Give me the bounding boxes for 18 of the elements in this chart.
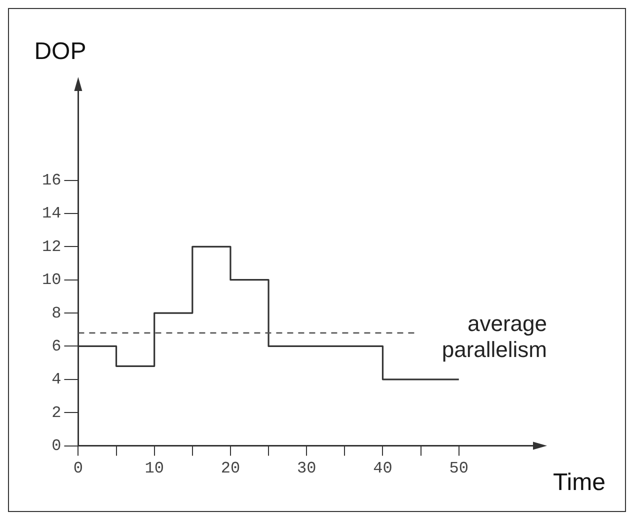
x-tick-label: 10 [144,460,164,478]
y-tick-label: 12 [42,238,62,256]
x-tick-label: 30 [297,460,316,478]
y-tick-label: 8 [52,304,62,322]
y-tick-label: 10 [42,271,62,290]
x-tick-label: 50 [449,460,468,478]
y-tick-label: 4 [52,370,62,389]
x-tick-label: 20 [220,460,240,478]
y-tick-label: 2 [52,404,62,422]
y-tick-label: 14 [42,204,62,223]
y-tick-label: 16 [42,172,62,190]
y-axis-title: DOP [34,38,86,65]
x-tick-label: 40 [373,460,392,478]
y-tick-label: 6 [52,337,62,356]
x-axis-title: Time [553,468,606,496]
ref-line-label: average parallelism [442,311,547,362]
x-tick-label: 0 [73,460,84,478]
y-tick-label: 0 [52,437,62,456]
